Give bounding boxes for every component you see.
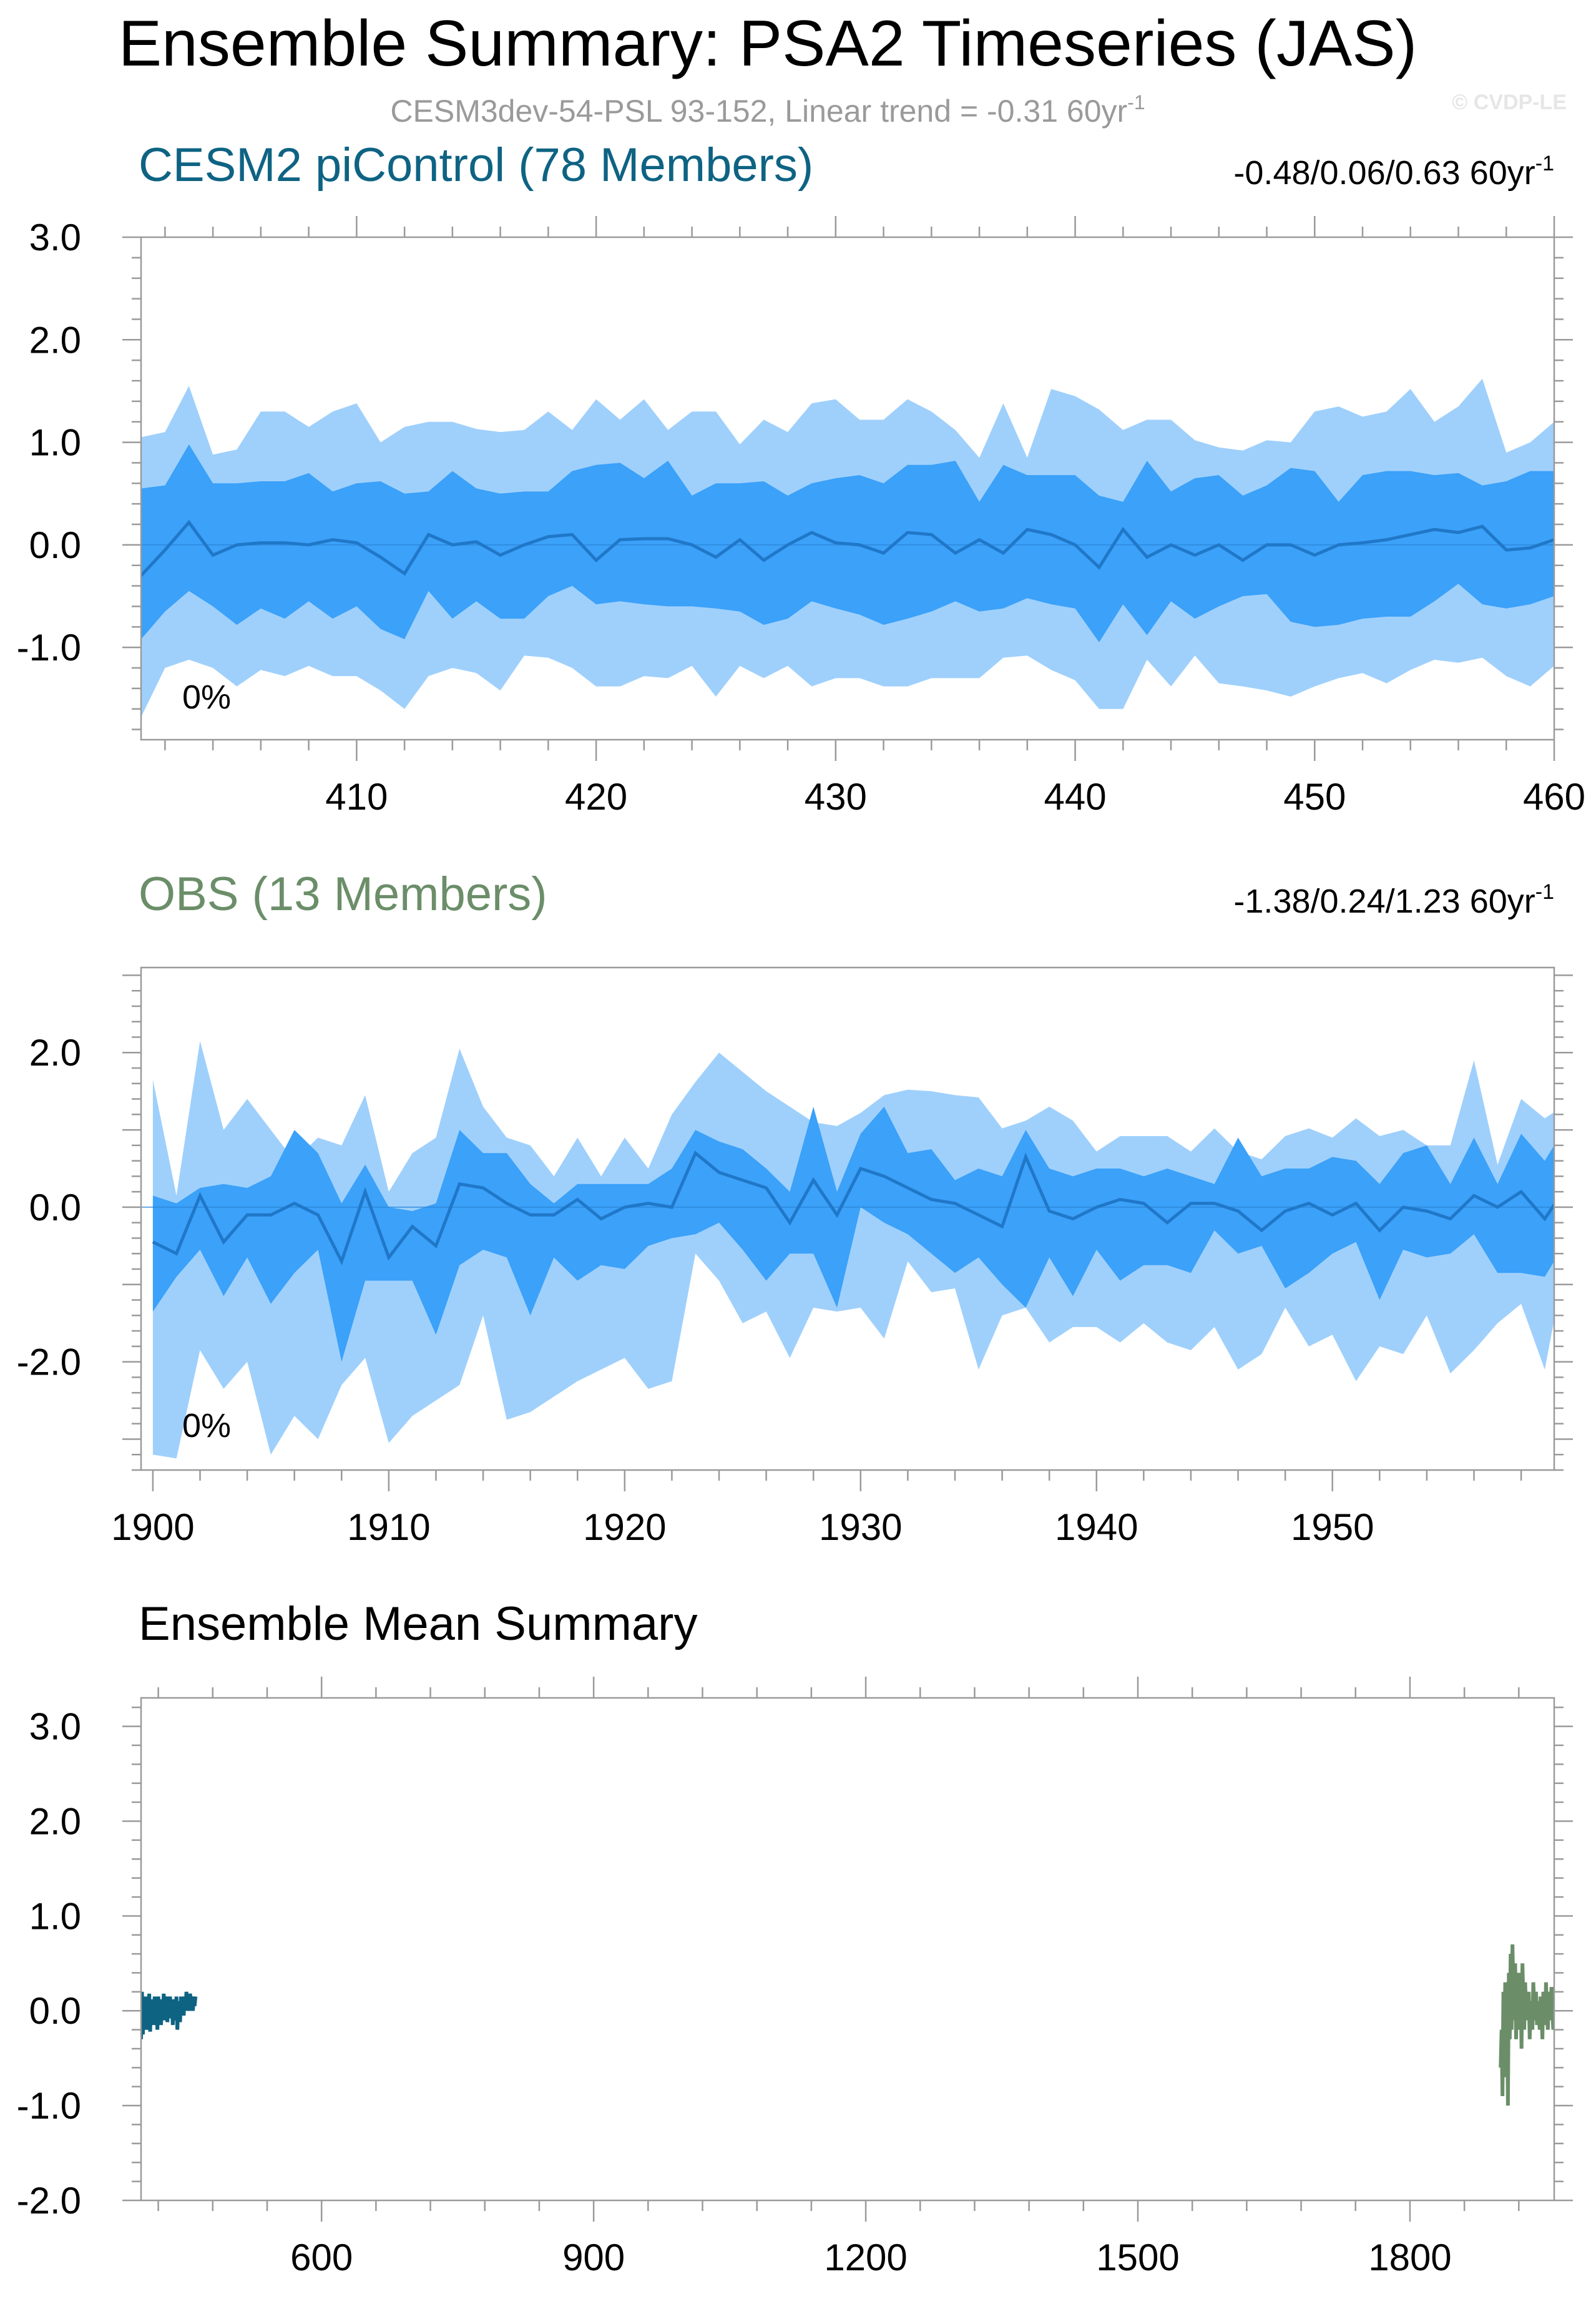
cesm2-ytick-label: -1.0 <box>17 627 81 669</box>
ensemble-mean-ytick-label: 1.0 <box>29 1895 81 1937</box>
obs-mean-line <box>152 1150 1554 1266</box>
ensemble-mean-ytick-label: -1.0 <box>17 2085 81 2127</box>
obs-plot-body <box>141 1041 1554 1459</box>
cesm2-percent-label: 0% <box>182 679 231 716</box>
ensemble-mean-xtick-label: 600 <box>290 2237 353 2278</box>
cesm2-xtick-label: 460 <box>1523 776 1585 818</box>
cesm2-trend-text: -0.48/0.06/0.63 60yr <box>1233 154 1535 192</box>
ensemble-mean-panel: Ensemble Mean Summary 600 900 1200 1500 1800… <box>17 1597 1573 2278</box>
obs-panel: OBS (13 Members) -1.38/0.24/1.23 60yr-1 … <box>17 868 1573 1548</box>
obs-trend-label: -1.38/0.24/1.23 60yr-1 <box>1233 880 1554 920</box>
cesm2-trend-label: -0.48/0.06/0.63 60yr-1 <box>1233 152 1554 192</box>
obs-ytick-label: 0.0 <box>29 1187 81 1228</box>
ensemble-mean-plot-frame <box>140 1697 1555 2202</box>
cesm2-plot-frame <box>140 236 1555 741</box>
cesm2-xtick-label: 450 <box>1283 776 1346 818</box>
cesm2-xtick-label: 420 <box>565 776 627 818</box>
watermark: © CVDP-LE <box>1452 91 1567 114</box>
obs-xtick-label: 1930 <box>819 1506 902 1548</box>
ensemble-mean-ytick-label: 2.0 <box>29 1800 81 1842</box>
ensemble-mean-xtick-label: 1200 <box>824 2237 907 2278</box>
cesm2-xtick-label: 410 <box>325 776 388 818</box>
cesm2-trend-superscript: -1 <box>1535 152 1554 175</box>
cesm2-mean-line <box>141 519 1554 577</box>
obs-panel-title: OBS (13 Members) <box>139 868 547 921</box>
obs-xtick-label: 1950 <box>1291 1506 1374 1548</box>
obs-xtick-label: 1900 <box>111 1506 194 1548</box>
cesm2-ytick-label: 2.0 <box>29 319 81 361</box>
ensemble-mean-ytick-label: 3.0 <box>29 1706 81 1748</box>
figure-subtitle: CESM3dev-54-PSL 93-152, Linear trend = -… <box>390 91 1145 129</box>
ensemble-mean-xtick-label: 1800 <box>1368 2237 1451 2278</box>
obs-xtick-label: 1940 <box>1055 1506 1138 1548</box>
ensemble-mean-ytick-label: -2.0 <box>17 2180 81 2222</box>
cesm2-ytick-label: 0.0 <box>29 524 81 566</box>
obs-percent-label: 0% <box>182 1407 231 1444</box>
ensemble-mean-plot: 600 900 1200 1500 1800 3.0 2.0 1.0 0.0 -1.0 -2.0 <box>17 1677 1573 2278</box>
obs-trend-superscript: -1 <box>1535 880 1554 904</box>
ensemble-mean-xtick-label: 900 <box>562 2237 625 2278</box>
cesm2-panel-title: CESM2 piControl (78 Members) <box>139 139 813 192</box>
subtitle-superscript: -1 <box>1127 91 1145 114</box>
ensemble-mean-title: Ensemble Mean Summary <box>139 1597 697 1650</box>
obs-inner-band <box>152 1106 1554 1362</box>
obs-trend-text: -1.38/0.24/1.23 60yr <box>1233 883 1535 920</box>
obs-xtick-label: 1920 <box>583 1506 666 1548</box>
obs-xtick-label: 1910 <box>347 1506 430 1548</box>
obs-ytick-label: 2.0 <box>29 1032 81 1074</box>
cesm2-xtick-label: 440 <box>1044 776 1106 818</box>
cesm2-ytick-label: 1.0 <box>29 422 81 464</box>
ensemble-mean-plot-body <box>141 1944 1554 2106</box>
cesm2-xtick-label: 430 <box>805 776 867 818</box>
ensemble-mean-ytick-label: 0.0 <box>29 1990 81 2032</box>
cesm2-ensemble-mean-line <box>141 1991 198 2039</box>
figure-title: Ensemble Summary: PSA2 Timeseries (JAS) <box>119 7 1417 80</box>
subtitle-text: CESM3dev-54-PSL 93-152, Linear trend = -… <box>390 94 1127 129</box>
obs-plot: 1900 1910 1920 1930 1940 1950 2.0 0.0 -2.0 <box>17 966 1573 1548</box>
cesm2-plot-body <box>141 378 1554 717</box>
cesm2-ytick-label: 3.0 <box>29 217 81 258</box>
obs-outer-band <box>152 1041 1554 1459</box>
cesm2-plot: 410 420 430 440 450 460 3.0 2.0 1.0 0.0 -1.0 <box>17 216 1585 818</box>
ensemble-mean-xtick-label: 1500 <box>1096 2237 1179 2278</box>
obs-ytick-label: -2.0 <box>17 1341 81 1383</box>
cesm2-panel: CESM2 piControl (78 Members) -0.48/0.06/… <box>17 139 1585 818</box>
obs-ensemble-mean-line <box>1499 1944 1554 2106</box>
obs-plot-frame <box>140 966 1555 1471</box>
